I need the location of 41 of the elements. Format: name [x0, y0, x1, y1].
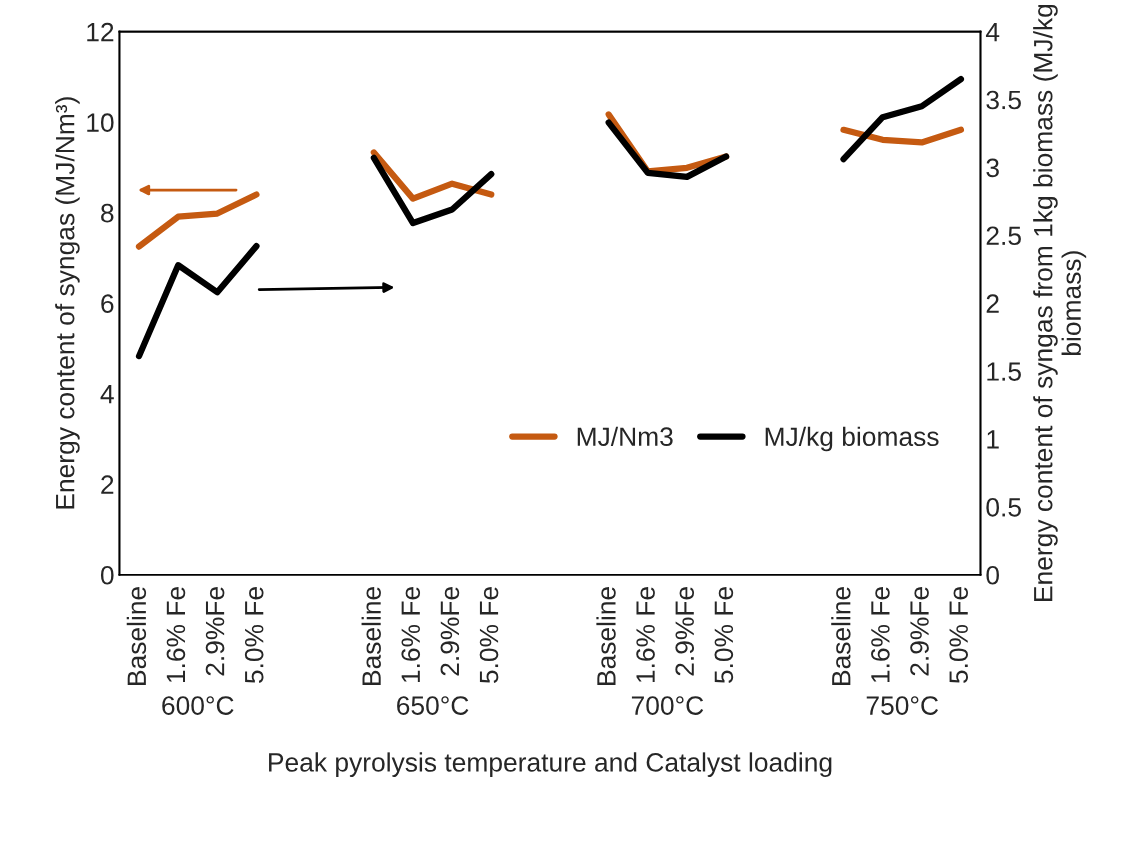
y-tick-label: 2	[101, 475, 114, 494]
y-tick-label: 10	[87, 113, 114, 132]
y2-tick-label: 1.5	[987, 362, 1021, 381]
x-tick-label: 5.0% Fe	[714, 587, 734, 684]
y-tick-label: 0	[100, 565, 114, 585]
y-tick-label: 6	[101, 294, 114, 313]
x-tick-label: 1.6% Fe	[166, 587, 186, 683]
x-tick-label: 5.0% Fe	[949, 587, 968, 684]
y-tick-label: 8	[101, 203, 114, 223]
text: 750°C	[866, 696, 939, 715]
x-tick-label: 2.9%Fe	[675, 587, 695, 676]
x-tick-label: 2.9%Fe	[205, 587, 225, 676]
x-tick-label: Baseline	[126, 587, 147, 685]
text: 600°C	[162, 696, 234, 715]
x-tick-label: 5.0% Fe	[479, 587, 499, 684]
x-axis-title: Peak pyrolysis temperature and Catalyst loading	[269, 752, 832, 777]
y2-tick-label: 0.5	[986, 497, 1021, 517]
y2-tick-label: 3	[986, 158, 999, 178]
y-tick-label: 12	[87, 22, 114, 42]
y2-tick-label: 4	[985, 23, 1000, 42]
x-tick-label: 1.6% Fe	[401, 587, 421, 683]
y-tick-label: 4	[100, 385, 114, 404]
legend-label: MJ/kg biomass	[765, 426, 939, 452]
x-tick-label: 5.0% Fe	[244, 587, 264, 684]
y2-tick-label: 3.5	[986, 90, 1021, 110]
x-tick-label: Baseline	[361, 587, 381, 685]
y2-axis-title: Energy content of syngas from 1kg biomass (MJ/kg biomass)	[1033, 4, 1087, 601]
x-tick-label: Baseline	[831, 587, 851, 685]
x-tick-label: 2.9%Fe	[440, 587, 460, 676]
x-tick-label: 1.6% Fe	[871, 587, 890, 683]
x-tick-label: Baseline	[596, 587, 616, 685]
legend-label: MJ/Nm3	[577, 426, 673, 447]
x-tick-label: 1.6% Fe	[636, 587, 655, 683]
text: 700°C	[631, 696, 704, 715]
x-tick-label: 2.9%Fe	[910, 587, 929, 676]
text: 650°C	[397, 696, 469, 715]
y-axis-title: Energy content of syngas (MJ/Nm³)	[55, 97, 80, 509]
y2-tick-label: 2	[986, 294, 999, 313]
y2-tick-label: 2.5	[986, 226, 1021, 246]
y2-tick-label: 0	[986, 565, 999, 585]
y2-tick-label: 1	[987, 430, 999, 449]
